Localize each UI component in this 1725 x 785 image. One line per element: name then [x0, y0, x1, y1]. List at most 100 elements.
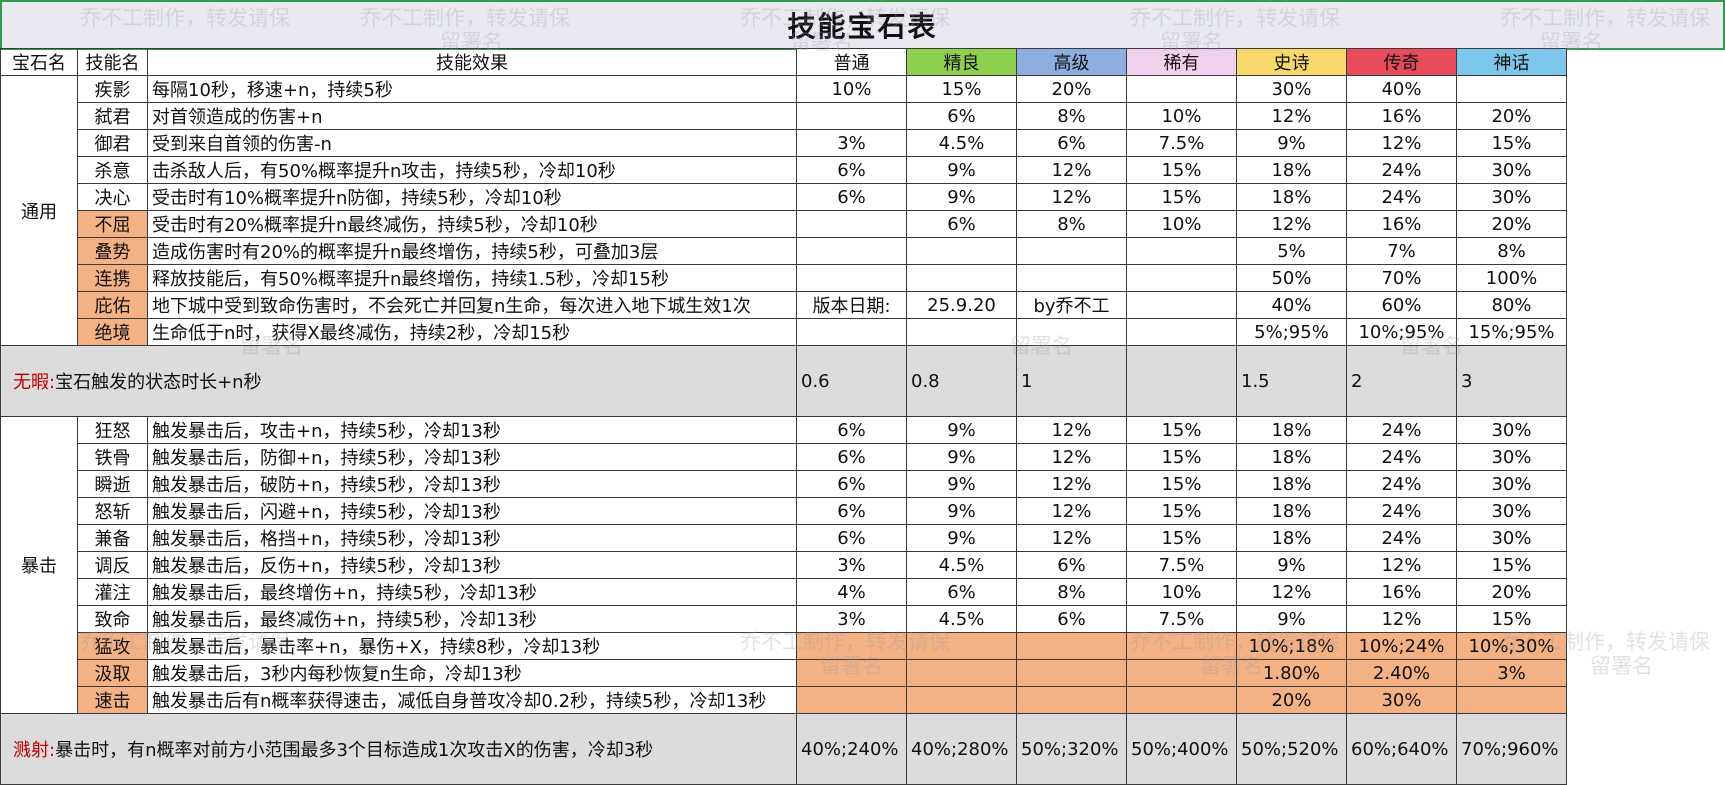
- value-cell: 2: [1346, 345, 1457, 417]
- value-cell: 6%: [1016, 551, 1127, 579]
- table-row: 叠势 造成伤害时有20%的概率提升n最终增伤，持续5秒，可叠加3层 5% 7% 8%: [1, 237, 1567, 265]
- skill-effect-cell: 生命低于n时，获得X最终减伤，持续2秒，冷却15秒: [147, 318, 797, 346]
- value-cell: 10%: [1126, 102, 1237, 130]
- value-cell: 9%: [906, 524, 1017, 552]
- value-cell: [1126, 345, 1237, 417]
- value-cell: 18%: [1236, 524, 1347, 552]
- value-cell: 18%: [1236, 416, 1347, 444]
- value-cell: 6%: [906, 102, 1017, 130]
- skill-name-cell: 汲取: [77, 659, 148, 687]
- value-cell: 3%: [796, 129, 907, 157]
- skill-effect-cell: 触发暴击后，闪避+n，持续5秒，冷却13秒: [147, 497, 797, 525]
- value-cell: 0.6: [796, 345, 907, 417]
- value-cell: 3%: [796, 551, 907, 579]
- table-row: 通用 疾影 每隔10秒，移速+n，持续5秒 10% 15% 20% 30% 40%: [0, 75, 1567, 346]
- value-cell: [906, 659, 1017, 687]
- skill-effect-cell: 受到来自首领的伤害-n: [147, 129, 797, 157]
- value-cell: 10%;95%: [1346, 318, 1457, 346]
- value-cell: 6%: [796, 524, 907, 552]
- flawless-row-label: 无暇:: [13, 372, 56, 393]
- value-cell: 12%: [1236, 210, 1347, 238]
- skill-name-cell: 狂怒: [77, 416, 148, 444]
- header-row: 宝石名 技能名 技能效果 普通 精良 高级 稀有 史诗 传奇 神话: [0, 48, 1567, 76]
- value-cell: 10%: [1126, 210, 1237, 238]
- header-rarity: 神话: [1456, 48, 1567, 76]
- value-cell: 7.5%: [1126, 129, 1237, 157]
- splash-row-effect-text: 暴击时，有n概率对前方小范围最多3个目标造成1次攻击X的伤害，冷却3秒: [55, 740, 654, 761]
- flawless-row-effect-cell: 无暇:宝石触发的状态时长+n秒: [0, 345, 797, 417]
- value-cell: 12%: [1236, 102, 1347, 130]
- value-cell: 3%: [796, 605, 907, 633]
- value-cell: 30%: [1456, 183, 1567, 211]
- value-cell: 1.5: [1236, 345, 1347, 417]
- table-row: 汲取 触发暴击后，3秒内每秒恢复n生命，冷却13秒 1.80% 2.40% 3%: [1, 659, 1567, 687]
- value-cell: [796, 237, 907, 265]
- table-row: 决心 受击时有10%概率提升n防御，持续5秒，冷却10秒 6% 9% 12% 15% 18%…: [1, 183, 1567, 211]
- skill-name-cell: 杀意: [77, 156, 148, 184]
- value-cell: 20%: [1236, 686, 1347, 714]
- header-effect: 技能效果: [147, 48, 797, 76]
- value-cell: 40%: [1346, 75, 1457, 103]
- header-rarity: 高级: [1016, 48, 1127, 76]
- value-cell: by乔不工: [1016, 291, 1127, 319]
- value-cell: 15%: [1126, 156, 1237, 184]
- value-cell: 50%;320%: [1016, 713, 1127, 785]
- skill-name-cell: 猛攻: [77, 632, 148, 660]
- table-row: 致命 触发暴击后，最终减伤+n，持续5秒，冷却13秒 3% 4.5% 6% 7.5% 9% 1…: [1, 605, 1567, 633]
- gem-group-cell: 通用: [0, 75, 78, 346]
- value-cell: 16%: [1346, 102, 1457, 130]
- value-cell: [1016, 632, 1127, 660]
- skill-name-cell: 兼备: [77, 524, 148, 552]
- value-cell: 24%: [1346, 524, 1457, 552]
- value-cell: [1126, 264, 1237, 292]
- value-cell: 40%: [1236, 291, 1347, 319]
- value-cell: 15%: [1456, 605, 1567, 633]
- skill-name-cell: 连携: [77, 264, 148, 292]
- table-row: 怒斩 触发暴击后，闪避+n，持续5秒，冷却13秒 6% 9% 12% 15% 18% 24% 3…: [1, 497, 1567, 525]
- value-cell: 18%: [1236, 497, 1347, 525]
- table-row: 铁骨 触发暴击后，防御+n，持续5秒，冷却13秒 6% 9% 12% 15% 18% 24% 3…: [1, 443, 1567, 471]
- value-cell: 30%: [1456, 416, 1567, 444]
- value-cell: 9%: [1236, 129, 1347, 157]
- value-cell: 版本日期:: [796, 291, 907, 319]
- splash-row-effect-cell: 溅射:暴击时，有n概率对前方小范围最多3个目标造成1次攻击X的伤害，冷却3秒: [0, 713, 797, 785]
- table-row: 庇佑 地下城中受到致命伤害时，不会死亡并回复n生命，每次进入地下城生效1次 版本日期…: [1, 291, 1567, 319]
- value-cell: 4%: [796, 578, 907, 606]
- table-row: 不屈 受击时有20%概率提升n最终减伤，持续5秒，冷却10秒 6% 8% 10% 12% 1…: [1, 210, 1567, 238]
- skill-name-cell: 调反: [77, 551, 148, 579]
- value-cell: 1: [1016, 345, 1127, 417]
- value-cell: 80%: [1456, 291, 1567, 319]
- value-cell: [906, 318, 1017, 346]
- value-cell: 12%: [1016, 183, 1127, 211]
- value-cell: [796, 632, 907, 660]
- value-cell: 6%: [796, 497, 907, 525]
- skill-name-cell: 绝境: [77, 318, 148, 346]
- value-cell: [1126, 291, 1237, 319]
- value-cell: 18%: [1236, 156, 1347, 184]
- value-cell: 5%: [1236, 237, 1347, 265]
- value-cell: 6%: [1016, 605, 1127, 633]
- value-cell: 12%: [1016, 497, 1127, 525]
- value-cell: 50%;400%: [1126, 713, 1237, 785]
- value-cell: 6%: [1016, 129, 1127, 157]
- value-cell: [1016, 237, 1127, 265]
- value-cell: [1126, 75, 1237, 103]
- flawless-row-effect-text: 宝石触发的状态时长+n秒: [55, 372, 262, 393]
- value-cell: 30%: [1346, 686, 1457, 714]
- gem-table: 宝石名 技能名 技能效果 普通 精良 高级 稀有 史诗 传奇 神话 通用 疾影 每隔10秒，移速…: [0, 48, 1567, 785]
- value-cell: 24%: [1346, 443, 1457, 471]
- table-row: 速击 触发暴击后有n概率获得速击，减低自身普攻冷却0.2秒，持续5秒，冷却13秒 2…: [1, 686, 1567, 714]
- value-cell: 12%: [1346, 129, 1457, 157]
- table-row: 兼备 触发暴击后，格挡+n，持续5秒，冷却13秒 6% 9% 12% 15% 18% 24% 3…: [1, 524, 1567, 552]
- value-cell: 20%: [1456, 102, 1567, 130]
- value-cell: 30%: [1456, 524, 1567, 552]
- value-cell: [1016, 686, 1127, 714]
- value-cell: 25.9.20: [906, 291, 1017, 319]
- value-cell: 7.5%: [1126, 605, 1237, 633]
- page-title: 技能宝石表: [787, 10, 938, 43]
- table-row: 猛攻 触发暴击后，暴击率+n，暴伤+X，持续8秒，冷却13秒 10%;18% 10%;…: [1, 632, 1567, 660]
- skill-name-cell: 叠势: [77, 237, 148, 265]
- value-cell: 3: [1456, 345, 1567, 417]
- skill-name-cell: 灌注: [77, 578, 148, 606]
- header-rarity: 普通: [796, 48, 907, 76]
